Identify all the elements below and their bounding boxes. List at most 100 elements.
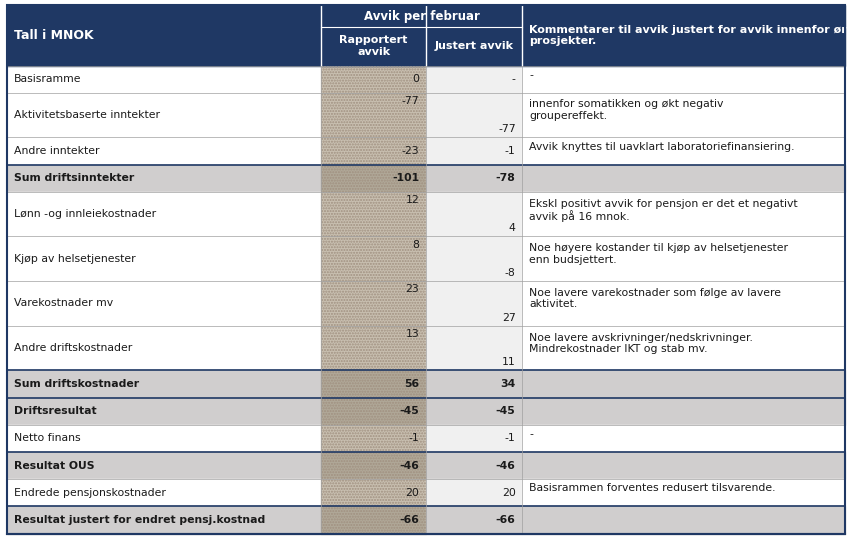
- Bar: [522, 281, 845, 326]
- Bar: [321, 237, 426, 281]
- Bar: [321, 398, 426, 425]
- Bar: [321, 237, 426, 281]
- Bar: [321, 137, 426, 164]
- Text: Kommentarer til avvik justert for avvik innenfor øremerkede
prosjekter.: Kommentarer til avvik justert for avvik …: [529, 25, 852, 46]
- Text: 34: 34: [500, 379, 515, 389]
- Text: Justert avvik: Justert avvik: [435, 41, 514, 51]
- Bar: [321, 93, 426, 137]
- Text: Varekostnader mv: Varekostnader mv: [14, 299, 112, 308]
- Bar: [522, 425, 845, 452]
- Bar: [522, 66, 845, 93]
- Text: Andre inntekter: Andre inntekter: [14, 146, 99, 156]
- Text: -77: -77: [498, 125, 515, 134]
- Bar: [7, 137, 321, 164]
- Bar: [7, 66, 321, 93]
- Bar: [522, 452, 845, 479]
- Bar: [426, 398, 522, 425]
- Text: -23: -23: [401, 146, 419, 156]
- Text: -: -: [529, 429, 533, 439]
- Text: -46: -46: [400, 461, 419, 471]
- Bar: [321, 192, 426, 237]
- Text: Noe høyere kostander til kjøp av helsetjenester
enn budsjettert.: Noe høyere kostander til kjøp av helsetj…: [529, 243, 788, 265]
- Bar: [7, 425, 321, 452]
- Bar: [321, 479, 426, 507]
- Bar: [522, 507, 845, 534]
- Text: -77: -77: [401, 96, 419, 106]
- Bar: [426, 507, 522, 534]
- Bar: [426, 137, 522, 164]
- Text: Resultat justert for endret pensj.kostnad: Resultat justert for endret pensj.kostna…: [14, 515, 265, 525]
- Bar: [522, 398, 845, 425]
- Text: Sum driftsinntekter: Sum driftsinntekter: [14, 173, 134, 183]
- Bar: [321, 27, 426, 66]
- Bar: [426, 164, 522, 192]
- Text: Basisramme: Basisramme: [14, 74, 81, 84]
- Text: 13: 13: [406, 329, 419, 339]
- Bar: [321, 66, 426, 93]
- Text: -1: -1: [505, 433, 515, 444]
- Text: Netto finans: Netto finans: [14, 433, 80, 444]
- Text: -: -: [512, 74, 515, 84]
- Text: 27: 27: [502, 313, 515, 323]
- Bar: [522, 326, 845, 370]
- Text: 23: 23: [406, 284, 419, 294]
- Text: -1: -1: [408, 433, 419, 444]
- Text: Noe lavere varekostnader som følge av lavere
aktivitet.: Noe lavere varekostnader som følge av la…: [529, 288, 781, 309]
- Bar: [426, 326, 522, 370]
- Text: -101: -101: [392, 173, 419, 183]
- Text: Ekskl positivt avvik for pensjon er det et negativt
avvik på 16 mnok.: Ekskl positivt avvik for pensjon er det …: [529, 198, 797, 223]
- Bar: [7, 93, 321, 137]
- Bar: [426, 425, 522, 452]
- Bar: [321, 192, 426, 237]
- Text: innenfor somatikken og økt negativ
groupereffekt.: innenfor somatikken og økt negativ group…: [529, 100, 723, 121]
- Bar: [321, 479, 426, 507]
- Bar: [321, 370, 426, 398]
- Bar: [7, 237, 321, 281]
- Bar: [321, 507, 426, 534]
- Text: Lønn -og innleiekostnader: Lønn -og innleiekostnader: [14, 209, 156, 219]
- Bar: [321, 452, 426, 479]
- Text: 4: 4: [509, 224, 515, 233]
- Bar: [321, 398, 426, 425]
- Bar: [7, 370, 321, 398]
- Bar: [321, 93, 426, 137]
- Bar: [522, 164, 845, 192]
- Bar: [321, 66, 426, 93]
- Bar: [7, 479, 321, 507]
- Bar: [321, 425, 426, 452]
- Text: -8: -8: [505, 268, 515, 278]
- Bar: [321, 164, 426, 192]
- Bar: [321, 326, 426, 370]
- Bar: [7, 192, 321, 237]
- Text: 12: 12: [406, 195, 419, 205]
- Text: Rapportert
avvik: Rapportert avvik: [339, 36, 408, 57]
- Bar: [7, 452, 321, 479]
- Bar: [426, 27, 522, 66]
- Bar: [426, 281, 522, 326]
- Text: Basisrammen forventes redusert tilsvarende.: Basisrammen forventes redusert tilsvaren…: [529, 483, 775, 493]
- Text: -: -: [529, 70, 533, 80]
- Bar: [522, 93, 845, 137]
- Text: Resultat OUS: Resultat OUS: [14, 461, 94, 471]
- Bar: [7, 507, 321, 534]
- Bar: [321, 370, 426, 398]
- Bar: [426, 370, 522, 398]
- Bar: [426, 479, 522, 507]
- Bar: [321, 326, 426, 370]
- Bar: [321, 452, 426, 479]
- Bar: [522, 192, 845, 237]
- Text: Tall i MNOK: Tall i MNOK: [14, 29, 93, 42]
- Bar: [7, 326, 321, 370]
- Text: Endrede pensjonskostnader: Endrede pensjonskostnader: [14, 488, 165, 498]
- Text: -1: -1: [505, 146, 515, 156]
- Bar: [522, 237, 845, 281]
- Text: Noe lavere avskrivninger/nedskrivninger.
Mindrekostnader IKT og stab mv.: Noe lavere avskrivninger/nedskrivninger.…: [529, 333, 753, 354]
- Bar: [321, 137, 426, 164]
- Bar: [426, 237, 522, 281]
- Text: 20: 20: [502, 488, 515, 498]
- Bar: [426, 66, 522, 93]
- Bar: [426, 192, 522, 237]
- Text: Kjøp av helsetjenester: Kjøp av helsetjenester: [14, 254, 135, 264]
- Text: -45: -45: [496, 406, 515, 416]
- Bar: [7, 398, 321, 425]
